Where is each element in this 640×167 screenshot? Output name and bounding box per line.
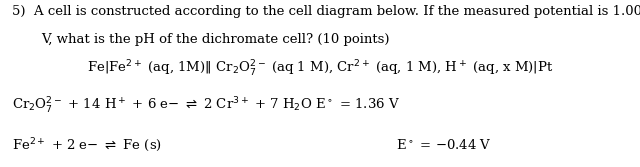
Text: Fe$^{2+}$ + 2 e$-$ $\rightleftharpoons$ Fe (s): Fe$^{2+}$ + 2 e$-$ $\rightleftharpoons$ …	[12, 136, 161, 154]
Text: 5)  A cell is constructed according to the cell diagram below. If the measured p: 5) A cell is constructed according to th…	[12, 5, 640, 18]
Text: V, what is the pH of the dichromate cell? (10 points): V, what is the pH of the dichromate cell…	[42, 33, 390, 46]
Text: E$^\circ$ = $-$0.44 V: E$^\circ$ = $-$0.44 V	[396, 138, 491, 152]
Text: Cr$_2$O$_7^{2-}$ + 14 H$^+$ + 6 e$-$ $\rightleftharpoons$ 2 Cr$^{3+}$ + 7 H$_2$O: Cr$_2$O$_7^{2-}$ + 14 H$^+$ + 6 e$-$ $\r…	[12, 96, 399, 116]
Text: Fe$|$Fe$^{2+}$ (aq, 1M)$\|$ Cr$_2$O$_7^{2-}$ (aq 1 M), Cr$^{2+}$ (aq, 1 M), H$^+: Fe$|$Fe$^{2+}$ (aq, 1M)$\|$ Cr$_2$O$_7^{…	[87, 59, 553, 79]
